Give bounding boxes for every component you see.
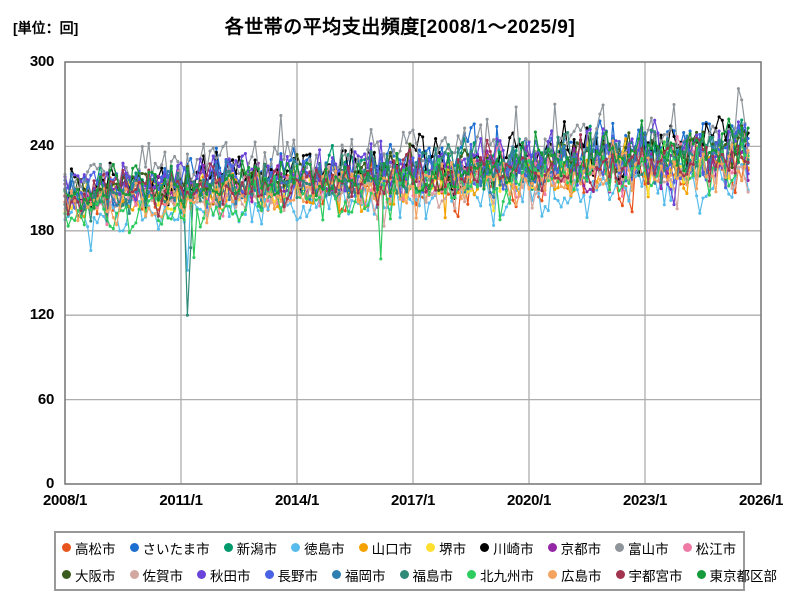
legend: 高松市 さいたま市 新潟市 徳島市 山口市 堺市 川崎市 京都市 富山市 松江市 大阪市 佐賀市 秋田… [54, 531, 777, 591]
legend-label: 堺市 [439, 541, 467, 557]
legend-label: 山口市 [371, 541, 413, 557]
x-tick-label: 2014/1 [274, 492, 320, 509]
legend-item-宇都宮市: 宇都宮市 [615, 565, 683, 585]
legend-row-2: 大阪市 佐賀市 秋田市 長野市 福岡市 福島市 北九州市 広島市 宇都宮市 東京都区部 [62, 561, 777, 588]
legend-item-山口市: 山口市 [358, 538, 413, 558]
legend-item-福岡市: 福岡市 [332, 565, 386, 585]
legend-label: 新潟市 [236, 541, 278, 557]
legend-item-北九州市: 北九州市 [467, 565, 534, 585]
legend-color-dot [129, 570, 139, 579]
x-tick-label: 2017/1 [390, 492, 436, 509]
legend-item-川崎市: 川崎市 [480, 538, 534, 558]
legend-label: 長野市 [277, 568, 319, 584]
legend-item-東京都区部: 東京都区部 [696, 565, 778, 585]
legend-item-新潟市: 新潟市 [223, 538, 278, 558]
legend-color-dot [615, 570, 625, 579]
legend-item-広島市: 広島市 [548, 565, 602, 585]
legend-color-dot [264, 570, 274, 579]
legend-item-堺市: 堺市 [426, 538, 466, 558]
legend-color-dot [682, 543, 692, 552]
legend-color-dot [291, 543, 301, 552]
y-tick-label: 60 [37, 390, 54, 408]
legend-item-さいたま市: さいたま市 [129, 538, 210, 558]
legend-label: 東京都区部 [709, 568, 778, 584]
legend-color-dot [129, 543, 139, 552]
legend-color-dot [62, 570, 71, 579]
plot-border [64, 61, 762, 485]
legend-item-大阪市: 大阪市 [62, 565, 116, 585]
legend-color-dot [548, 570, 557, 579]
legend-label: さいたま市 [142, 541, 210, 557]
legend-color-dot [197, 570, 206, 579]
legend-label: 大阪市 [75, 568, 116, 584]
legend-label: 広島市 [561, 568, 602, 584]
legend-item-富山市: 富山市 [615, 538, 669, 558]
legend-label: 北九州市 [480, 568, 534, 584]
x-tick-label: 2023/1 [622, 492, 668, 509]
legend-label: 川崎市 [493, 541, 534, 557]
legend-label: 宇都宮市 [628, 568, 683, 584]
legend-color-dot [62, 543, 71, 552]
legend-color-dot [615, 543, 625, 552]
legend-color-dot [480, 543, 490, 552]
legend-item-徳島市: 徳島市 [291, 538, 345, 558]
legend-label: 高松市 [75, 541, 116, 557]
legend-label: 福岡市 [345, 568, 386, 584]
legend-label: 京都市 [560, 541, 602, 557]
legend-color-dot [223, 543, 233, 552]
legend-label: 秋田市 [210, 568, 251, 584]
y-tick-label: 180 [29, 221, 54, 239]
legend-label: 福島市 [412, 568, 454, 584]
y-tick-label: 240 [29, 137, 54, 155]
legend-item-秋田市: 秋田市 [197, 565, 251, 585]
x-tick-label: 2026/1 [738, 492, 784, 509]
legend-color-dot [332, 570, 341, 579]
unit-label: [単位：回] [13, 20, 79, 36]
legend-item-福島市: 福島市 [399, 565, 454, 585]
legend-item-京都市: 京都市 [547, 538, 602, 558]
legend-color-dot [696, 570, 706, 579]
legend-color-dot [358, 543, 368, 552]
legend-color-dot [426, 543, 436, 552]
legend-row-1: 高松市 さいたま市 新潟市 徳島市 山口市 堺市 川崎市 京都市 富山市 松江市 [62, 534, 737, 561]
legend-label: 富山市 [628, 541, 669, 557]
legend-color-dot [467, 570, 476, 579]
chart-title: 各世帯の平均支出頻度[2008/1～2025/9] [224, 17, 576, 38]
x-tick-label: 2008/1 [42, 492, 88, 509]
y-tick-label: 0 [45, 475, 54, 492]
x-tick-label: 2020/1 [506, 492, 552, 509]
legend-label: 徳島市 [304, 541, 345, 557]
legend-item-佐賀市: 佐賀市 [129, 565, 184, 585]
legend-color-dot [399, 570, 409, 579]
legend-item-高松市: 高松市 [62, 538, 116, 558]
legend-item-松江市: 松江市 [682, 538, 737, 558]
legend-label: 佐賀市 [142, 568, 184, 584]
legend-item-長野市: 長野市 [264, 565, 319, 585]
legend-label: 松江市 [695, 541, 737, 557]
y-tick-label: 300 [29, 53, 54, 70]
x-tick-label: 2011/1 [159, 492, 203, 509]
legend-color-dot [547, 543, 557, 552]
y-tick-label: 120 [29, 306, 54, 324]
